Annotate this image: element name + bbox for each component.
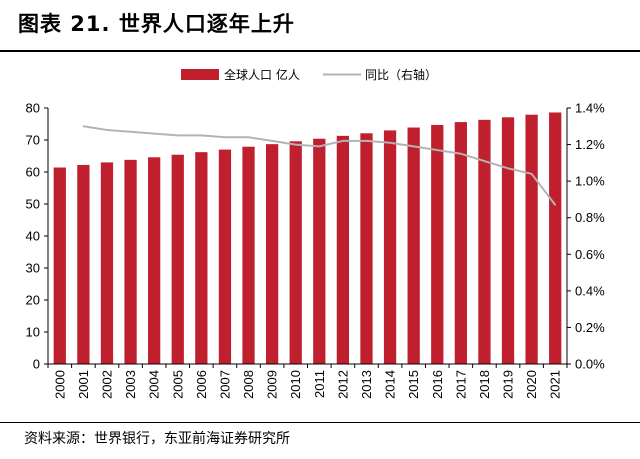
x-tick-label: 2010: [288, 370, 303, 399]
bar-series: [53, 112, 562, 365]
yoy-point-2009: [271, 140, 273, 142]
yoy-point-2012: [342, 140, 344, 142]
bar-2015: [407, 127, 420, 365]
line-series: [82, 125, 556, 206]
right-tick-label: 1.2%: [575, 137, 605, 152]
bar-2021: [549, 112, 562, 364]
bar-2003: [124, 159, 137, 364]
bar-2014: [383, 130, 397, 364]
yoy-point-2006: [200, 134, 203, 137]
yoy-point-2018: [483, 160, 486, 162]
x-tick-label: 2018: [477, 370, 492, 399]
right-tick-label: 0.0%: [575, 357, 605, 372]
yoy-point-2008: [247, 136, 250, 139]
right-tick-label: 1.4%: [575, 101, 605, 116]
bar-2004: [148, 157, 161, 364]
x-tick-label: 2009: [265, 370, 280, 399]
x-tick-label: 2008: [241, 370, 256, 399]
x-tick-label: 2016: [430, 370, 445, 399]
yoy-point-2007: [224, 136, 226, 139]
x-tick-label: 2007: [217, 370, 232, 399]
yoy-point-2015: [412, 145, 415, 148]
x-tick-label: 2006: [194, 370, 209, 399]
left-tick-label: 80: [26, 101, 40, 116]
left-tick-label: 60: [26, 165, 40, 180]
bar-2019: [501, 117, 515, 364]
population-chart: 全球人口 亿人 同比（右轴） 010203040506070800.0%0.2%0…: [26, 67, 606, 399]
bar-2006: [195, 152, 208, 364]
yoy-point-2014: [389, 141, 391, 144]
x-tick-label: 2012: [335, 370, 350, 399]
yoy-point-2016: [436, 149, 439, 151]
bar-2001: [77, 164, 90, 364]
bar-2002: [100, 162, 114, 364]
bar-2013: [360, 133, 373, 364]
x-tick-label: 2001: [76, 370, 91, 399]
yoy-point-2010: [294, 143, 297, 146]
x-tick-label: 2015: [406, 370, 421, 399]
source-note: 资料来源：世界银行，东亚前海证券研究所: [24, 431, 290, 447]
yoy-point-2011: [318, 145, 321, 148]
bar-2012: [336, 135, 350, 364]
left-tick-label: 70: [26, 133, 40, 148]
left-tick-label: 20: [26, 293, 40, 308]
bar-2018: [478, 119, 491, 364]
x-tick-label: 2021: [548, 370, 563, 399]
legend-swatch-bar: [181, 69, 219, 80]
left-tick-label: 30: [26, 261, 40, 276]
bar-2010: [289, 141, 302, 364]
bar-2005: [171, 154, 184, 364]
x-tick-label: 2013: [359, 370, 374, 399]
yoy-point-2005: [176, 134, 179, 137]
yoy-point-2002: [106, 129, 108, 131]
bar-2017: [454, 122, 467, 364]
bar-2009: [265, 144, 279, 364]
yoy-point-2017: [460, 152, 462, 155]
right-tick-label: 0.8%: [575, 210, 605, 225]
bar-2011: [313, 138, 326, 364]
legend-label-population: 全球人口 亿人: [224, 67, 300, 82]
x-tick-label: 2002: [99, 370, 114, 399]
bar-2000: [53, 167, 66, 364]
x-tick-label: 2020: [524, 370, 539, 399]
x-tick-label: 2004: [147, 370, 162, 399]
left-tick-label: 40: [26, 229, 40, 244]
right-tick-label: 0.4%: [575, 283, 605, 298]
footer-rule: [0, 422, 640, 423]
x-tick-label: 2005: [170, 370, 185, 399]
yoy-point-2004: [153, 132, 155, 135]
left-tick-label: 0: [33, 357, 40, 372]
title-rule: [0, 50, 640, 52]
x-tick-label: 2017: [453, 370, 468, 399]
right-tick-label: 0.6%: [575, 247, 605, 262]
x-tick-label: 2000: [52, 370, 67, 399]
figure-title: 图表 21. 世界人口逐年上升: [18, 12, 295, 36]
yoy-point-2003: [129, 130, 132, 133]
axes: 0 10 20 30 40 50 60 70 80 0.0% 0.2% 0.4% 0.6% 0.8% 1.0…: [26, 101, 606, 399]
x-tick-label: 2003: [123, 370, 138, 399]
x-tick-label: 2011: [312, 370, 327, 398]
right-tick-label: 1.0%: [575, 174, 605, 189]
x-tick-label: 2014: [383, 370, 398, 399]
yoy-point-2020: [530, 173, 533, 175]
bar-2007: [218, 149, 232, 364]
bar-2008: [242, 146, 255, 364]
yoy-point-2019: [507, 167, 509, 170]
left-tick-label: 10: [26, 325, 40, 340]
legend: 全球人口 亿人 同比（右轴）: [181, 67, 437, 82]
legend-label-yoy: 同比（右轴）: [365, 67, 437, 82]
yoy-point-2021: [554, 204, 556, 206]
x-tick-label: 2019: [501, 370, 516, 399]
bar-2020: [525, 114, 538, 364]
yoy-point-2013: [365, 140, 368, 142]
yoy-point-2001: [82, 125, 85, 128]
bar-2016: [431, 124, 444, 365]
left-tick-label: 50: [26, 197, 40, 212]
right-tick-label: 0.2%: [575, 320, 605, 335]
